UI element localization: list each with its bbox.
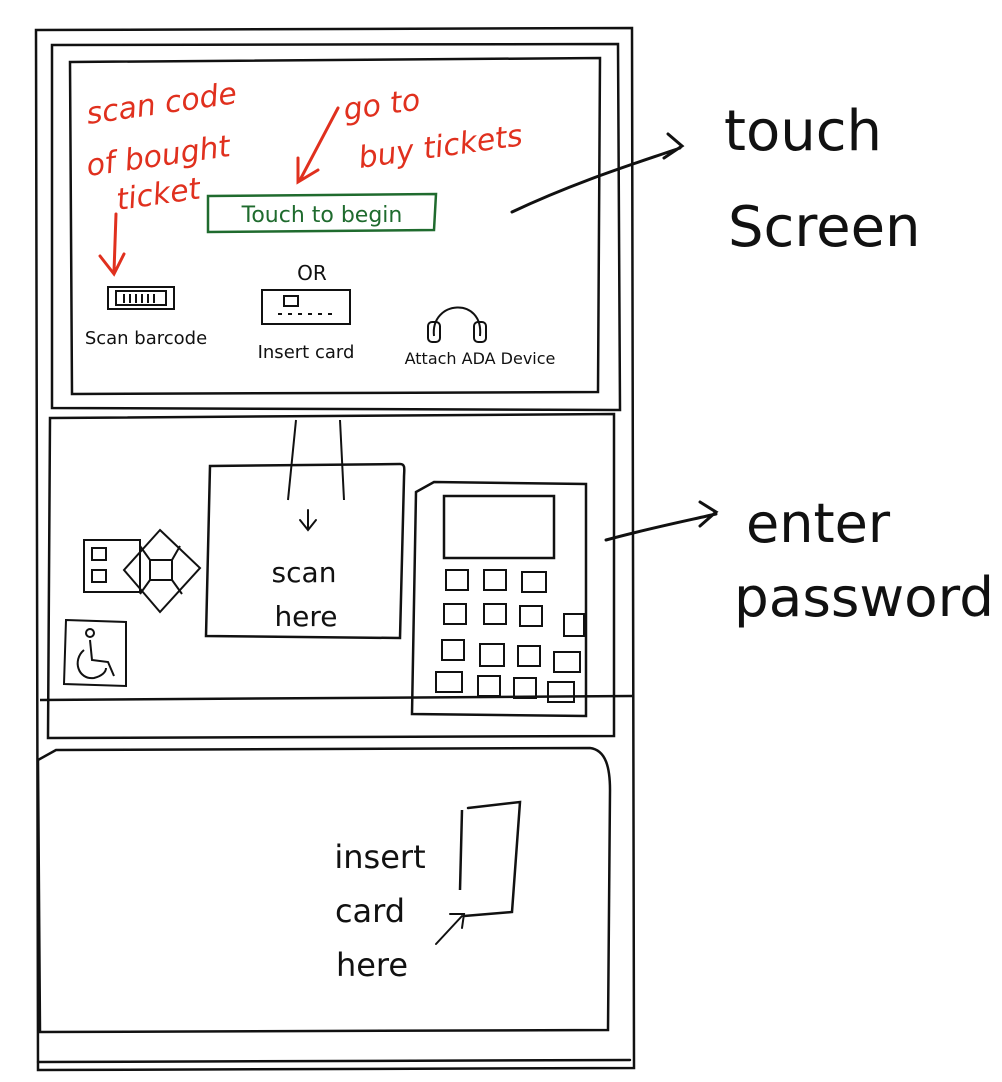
password-keypad[interactable] — [410, 480, 588, 718]
svg-text:Screen: Screen — [728, 195, 921, 260]
keypad-key[interactable] — [479, 643, 505, 667]
card-insert-slot[interactable]: insert card here — [334, 800, 522, 984]
bottom-panel — [36, 746, 612, 1034]
insert-card-here-line-1: insert — [334, 838, 425, 876]
keypad-keys[interactable] — [435, 569, 585, 703]
barcode-scanner-icon — [107, 286, 175, 310]
diamond-reader-icon — [83, 528, 202, 614]
kiosk-frame — [34, 26, 636, 1072]
insert-card-here-line-3: here — [336, 946, 408, 984]
keypad-key[interactable] — [445, 569, 469, 591]
keypad-key[interactable] — [563, 613, 585, 637]
callout-enter-password: enter password — [604, 492, 994, 629]
svg-text:of bought: of bought — [84, 129, 233, 184]
arrow-to-barcode — [98, 212, 126, 277]
keypad-key[interactable] — [441, 639, 465, 661]
svg-text:buy tickets: buy tickets — [356, 118, 524, 176]
keypad-key[interactable] — [483, 603, 507, 625]
card-slot-icon — [261, 289, 351, 325]
ada-label: Attach ADA Device — [405, 349, 556, 368]
keypad-key[interactable] — [519, 605, 543, 627]
keypad-key[interactable] — [477, 675, 501, 697]
scan-here-line-1: scan — [272, 556, 337, 589]
touch-to-begin-button[interactable]: Touch to begin — [206, 192, 438, 234]
callout-touch-screen: touch Screen — [510, 99, 921, 260]
annotation-buy-tickets: go to buy tickets — [341, 83, 524, 176]
touch-screen[interactable]: scan code of bought ticket go to buy tic… — [68, 56, 602, 396]
keypad-key[interactable] — [513, 677, 537, 699]
svg-text:touch: touch — [724, 99, 882, 164]
scan-here-line-2: here — [274, 600, 337, 633]
keypad-key[interactable] — [443, 603, 467, 625]
keypad-key[interactable] — [521, 571, 547, 593]
headphones-icon — [427, 306, 487, 343]
svg-text:scan code: scan code — [84, 76, 239, 132]
scan-barcode-label: Scan barcode — [85, 328, 207, 349]
middle-panel — [39, 412, 633, 740]
keypad-key[interactable] — [517, 645, 541, 667]
scan-area[interactable]: scan here — [204, 419, 406, 640]
keypad-display — [442, 494, 556, 560]
svg-text:enter: enter — [746, 492, 891, 555]
wheelchair-icon — [62, 618, 127, 688]
keypad-key[interactable] — [553, 651, 581, 673]
arrow-to-touch-button — [296, 106, 340, 185]
svg-text:password: password — [734, 566, 994, 629]
or-label: OR — [297, 261, 327, 285]
screen-housing — [50, 42, 622, 412]
insert-card-here-line-2: card — [335, 892, 405, 930]
keypad-key[interactable] — [483, 569, 507, 591]
svg-text:Touch to begin: Touch to begin — [241, 203, 403, 228]
insert-card-label: Insert card — [258, 342, 355, 363]
keypad-key[interactable] — [547, 681, 575, 703]
keypad-key[interactable] — [435, 671, 463, 693]
svg-text:go to: go to — [341, 83, 422, 128]
